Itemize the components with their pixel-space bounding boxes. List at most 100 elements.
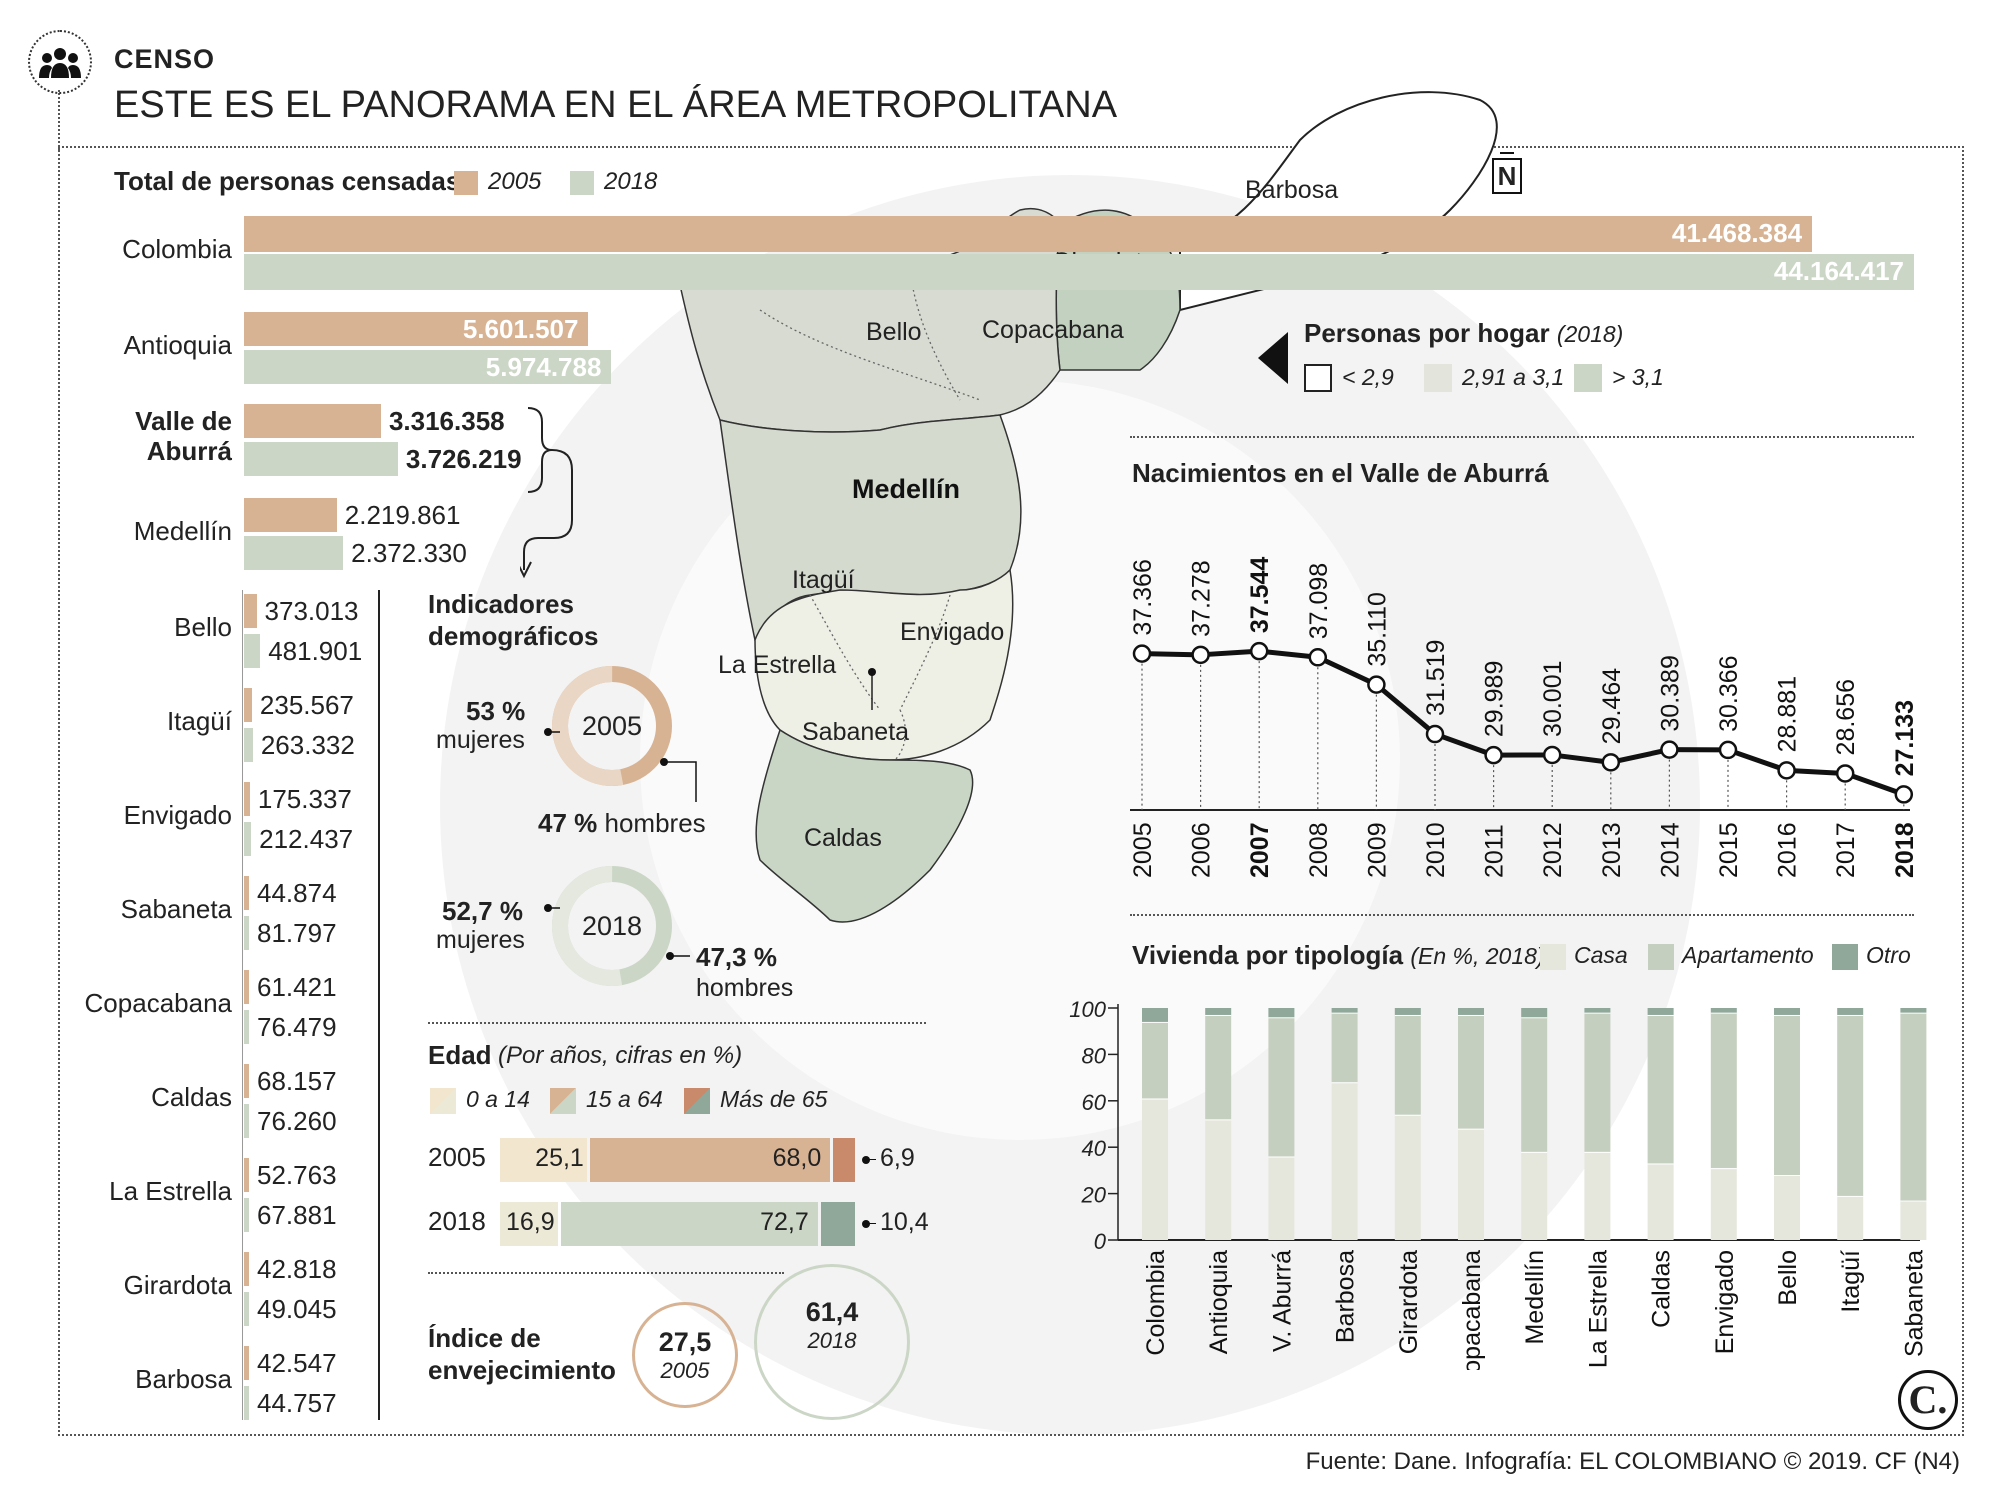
population-bar-2005 bbox=[244, 1252, 249, 1286]
population-row-name: Valle de Aburrá bbox=[135, 406, 232, 466]
demographics-title-line1: Indicadores bbox=[428, 589, 574, 619]
population-bar-2018 bbox=[244, 728, 253, 762]
housing-bar-otro bbox=[1774, 1008, 1800, 1015]
household-label-mid: 2,91 a 3,1 bbox=[1462, 364, 1565, 390]
age-segment-label: 6,9 bbox=[880, 1144, 915, 1172]
population-value-2018: 49.045 bbox=[257, 1294, 337, 1324]
births-value-label: 37.544 bbox=[1246, 557, 1274, 634]
age-segment bbox=[589, 1138, 831, 1182]
births-point bbox=[1835, 764, 1855, 783]
housing-category-label: Copacabana bbox=[1458, 1250, 1486, 1370]
age-segment-label: 16,9 bbox=[506, 1208, 555, 1236]
housing-y-tick: 80 bbox=[1082, 1043, 1107, 1068]
births-value-label: 37.278 bbox=[1188, 560, 1216, 636]
d2005-women-value: 53 % bbox=[466, 696, 526, 726]
north-label: N bbox=[1497, 161, 1517, 191]
age-segment bbox=[500, 1138, 587, 1182]
map-label-envigado: Envigado bbox=[900, 618, 1004, 646]
births-point bbox=[1425, 724, 1445, 744]
population-row-name: Barbosa bbox=[135, 1364, 232, 1394]
population-bar-2005 bbox=[244, 970, 249, 1004]
footer-source: Fuente: Dane. Infografía: EL COLOMBIANO … bbox=[1305, 1448, 1960, 1475]
population-bar-2018 bbox=[244, 536, 344, 570]
population-bar-2005 bbox=[244, 1158, 249, 1192]
housing-bar-apartamento bbox=[1394, 1014, 1421, 1115]
housing-category-label: Itagüí bbox=[1837, 1250, 1865, 1313]
population-row-name: Copacabana bbox=[84, 988, 232, 1018]
housing-legend-swatch bbox=[1832, 944, 1858, 970]
age-divider bbox=[428, 1272, 784, 1274]
north-arrow-icon: N bbox=[1492, 158, 1522, 194]
age-row-year: 2018 bbox=[428, 1206, 486, 1236]
population-bar-2005 bbox=[244, 1064, 249, 1098]
births-divider bbox=[1130, 436, 1914, 438]
housing-category-label: Medellín bbox=[1521, 1250, 1549, 1345]
births-point bbox=[1367, 675, 1386, 694]
housing-category-label: Bello bbox=[1774, 1250, 1802, 1306]
housing-bar-otro bbox=[1521, 1008, 1548, 1018]
household-swatch-mid bbox=[1424, 364, 1452, 392]
births-point bbox=[1660, 740, 1679, 759]
housing-subtitle: (En %, 2018) bbox=[1410, 943, 1545, 969]
births-point bbox=[1308, 648, 1328, 667]
births-value-label: 37.098 bbox=[1305, 563, 1333, 639]
population-bar-2018 bbox=[244, 442, 398, 476]
births-point bbox=[1249, 641, 1269, 661]
page-title: ESTE ES EL PANORAMA EN EL ÁREA METROPOLI… bbox=[114, 84, 1118, 126]
housing-bar-otro bbox=[1647, 1008, 1674, 1015]
donut-2018-women-arc bbox=[552, 866, 672, 986]
age-legend-swatch bbox=[550, 1088, 576, 1114]
housing-bar-apartamento bbox=[1331, 1012, 1358, 1083]
age-legend-swatch bbox=[684, 1088, 710, 1114]
demographics-donuts: 2005 2018 bbox=[544, 666, 697, 986]
population-row-name: Sabaneta bbox=[120, 894, 232, 924]
housing-legend-label: Otro bbox=[1866, 942, 1911, 968]
population-row-name: Itagüí bbox=[166, 706, 232, 736]
population-bar-2005 bbox=[244, 876, 249, 910]
population-value-2018: 67.881 bbox=[257, 1200, 337, 1230]
housing-bar-apartamento bbox=[1521, 1017, 1548, 1152]
donut-2005-year: 2005 bbox=[582, 711, 642, 741]
population-bar-2018 bbox=[244, 1010, 249, 1044]
people-group-icon bbox=[39, 48, 81, 78]
housing-divider bbox=[1130, 914, 1914, 916]
births-point bbox=[1601, 753, 1621, 772]
population-row-name: Medellín bbox=[133, 516, 232, 546]
population-bar-2005 bbox=[244, 216, 1813, 252]
age-legend-label: 0 a 14 bbox=[466, 1086, 530, 1112]
d2018-women-value: 52,7 % bbox=[442, 896, 523, 926]
aging-title-line1: Índice de bbox=[428, 1323, 541, 1353]
age-subtitle: (Por años, cifras en %) bbox=[498, 1042, 743, 1069]
population-bar-2005 bbox=[244, 594, 257, 628]
age-legend-label: Más de 65 bbox=[720, 1086, 828, 1112]
housing-chart: 0 20 40 60 80 100 Colombia Antioquia V. Aburrá Ba… bbox=[1069, 997, 1928, 1370]
housing-bar-otro bbox=[1394, 1008, 1421, 1015]
population-bar-2005 bbox=[244, 782, 250, 816]
housing-bar-casa bbox=[1205, 1119, 1232, 1240]
population-bar-2018 bbox=[244, 1386, 249, 1420]
population-value-2005: 44.874 bbox=[257, 878, 337, 908]
housing-bar-casa bbox=[1837, 1195, 1864, 1240]
housing-bar-otro bbox=[1837, 1008, 1864, 1015]
section-label: CENSO bbox=[114, 44, 216, 74]
housing-bar-casa bbox=[1331, 1082, 1358, 1240]
population-legend-2005: 2005 bbox=[488, 168, 542, 195]
aging-2005-value: 27,5 bbox=[658, 1327, 712, 1357]
births-value-label: 28.881 bbox=[1774, 676, 1802, 752]
births-year-label: 2015 bbox=[1715, 822, 1743, 878]
population-bar-2005 bbox=[244, 312, 589, 346]
demographics-title: Indicadores demográficos bbox=[428, 588, 599, 652]
births-value-label: 30.366 bbox=[1715, 655, 1743, 731]
population-value-2005: 175.337 bbox=[257, 784, 352, 814]
demographics-title-line2: demográficos bbox=[428, 621, 599, 651]
housing-bar-apartamento bbox=[1458, 1014, 1484, 1129]
population-title: Total de personas censadas bbox=[114, 166, 461, 196]
population-value-2005: 61.421 bbox=[257, 972, 337, 1002]
d2018-men-label: hombres bbox=[696, 974, 794, 1002]
population-bar-2018 bbox=[244, 1292, 249, 1326]
frame-left-connector bbox=[58, 90, 60, 150]
age-leader-line bbox=[866, 1159, 876, 1160]
aging-title: Índice de envejecimiento bbox=[428, 1322, 616, 1386]
housing-category-label: Caldas bbox=[1648, 1250, 1676, 1328]
age-segment bbox=[820, 1202, 855, 1246]
